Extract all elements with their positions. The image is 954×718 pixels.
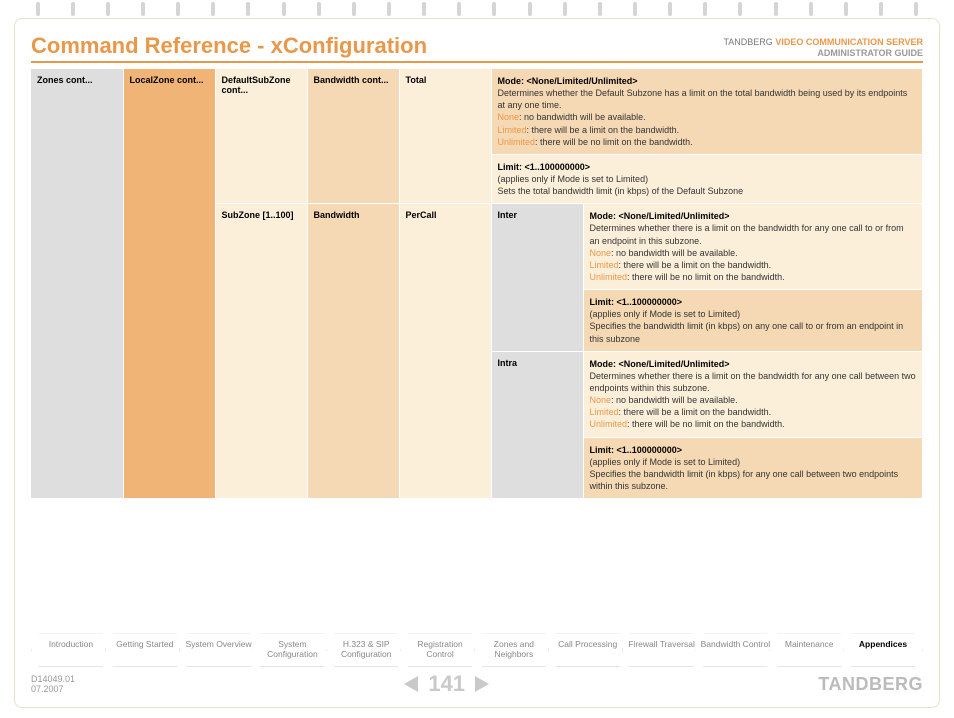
page-header: Command Reference - xConfiguration TANDB… (31, 33, 923, 63)
nav-tab-call-processing[interactable]: Call Processing (548, 633, 628, 667)
nav-tab-system-configuration[interactable]: System Configuration (252, 633, 332, 667)
nav-tab-getting-started[interactable]: Getting Started (105, 633, 185, 667)
col-intra: Intra (491, 351, 583, 498)
doc-id: D14049.01 (31, 674, 75, 684)
doc-meta: D14049.01 07.2007 (31, 674, 75, 694)
page-title: Command Reference - xConfiguration (31, 33, 427, 59)
doc-labels: TANDBERG VIDEO COMMUNICATION SERVER ADMI… (723, 37, 923, 60)
page-footer: D14049.01 07.2007 141 TANDBERG (31, 671, 923, 697)
page-number: 141 (428, 671, 465, 697)
page-number-nav: 141 (404, 671, 489, 697)
prev-page-icon[interactable] (404, 676, 418, 692)
nav-tab-zones-neighbors[interactable]: Zones and Neighbors (474, 633, 554, 667)
total-limit-block: Limit: <1..100000000> (applies only if M… (491, 154, 923, 203)
brand-logo: TANDBERG (818, 674, 923, 695)
command-table: Zones cont... LocalZone cont... DefaultS… (31, 69, 923, 625)
page-frame: Command Reference - xConfiguration TANDB… (14, 18, 940, 708)
nav-tab-maintenance[interactable]: Maintenance (769, 633, 849, 667)
guide-name: ADMINISTRATOR GUIDE (723, 48, 923, 59)
nav-tab-introduction[interactable]: Introduction (31, 633, 111, 667)
product-line: VIDEO COMMUNICATION SERVER (775, 37, 923, 47)
nav-tab-firewall-traversal[interactable]: Firewall Traversal (622, 633, 702, 667)
brand-prefix: TANDBERG (723, 37, 772, 47)
col-defaultsubzone: DefaultSubZone cont... (215, 69, 307, 204)
spiral-binding (0, 0, 954, 18)
intra-mode-block: Mode: <None/Limited/Unlimited> Determine… (583, 351, 923, 437)
nav-tab-appendices[interactable]: Appendices (843, 633, 923, 667)
nav-tab-system-overview[interactable]: System Overview (179, 633, 259, 667)
nav-tab-registration-control[interactable]: Registration Control (400, 633, 480, 667)
total-mode-block: Mode: <None/Limited/Unlimited> Determine… (491, 69, 923, 154)
col-localzone: LocalZone cont... (123, 69, 215, 499)
nav-tabs: Introduction Getting Started System Over… (31, 625, 923, 667)
next-page-icon[interactable] (475, 676, 489, 692)
inter-mode-block: Mode: <None/Limited/Unlimited> Determine… (583, 204, 923, 290)
nav-tab-bandwidth-control[interactable]: Bandwidth Control (695, 633, 775, 667)
col-subzone: SubZone [1..100] (215, 204, 307, 499)
col-total: Total (399, 69, 491, 204)
intra-limit-block: Limit: <1..100000000> (applies only if M… (583, 437, 923, 499)
col-zones: Zones cont... (31, 69, 123, 499)
col-bandwidth-cont: Bandwidth cont... (307, 69, 399, 204)
col-bandwidth: Bandwidth (307, 204, 399, 499)
doc-date: 07.2007 (31, 684, 75, 694)
inter-limit-block: Limit: <1..100000000> (applies only if M… (583, 290, 923, 352)
col-inter: Inter (491, 204, 583, 351)
col-percall: PerCall (399, 204, 491, 499)
nav-tab-h323-sip[interactable]: H.323 & SIP Configuration (326, 633, 406, 667)
